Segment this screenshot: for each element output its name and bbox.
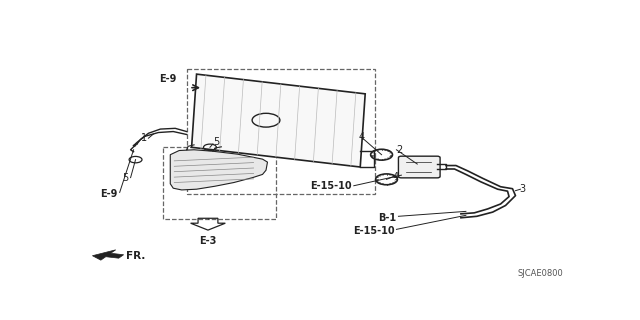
Text: E-9: E-9	[100, 189, 117, 199]
Text: E-15-10: E-15-10	[310, 181, 352, 191]
Text: SJCAE0800: SJCAE0800	[518, 269, 564, 278]
Polygon shape	[170, 150, 268, 190]
Text: B-1: B-1	[378, 213, 396, 223]
Text: E-15-10: E-15-10	[353, 226, 395, 236]
Text: 5: 5	[122, 172, 129, 183]
Text: 1: 1	[141, 133, 147, 143]
Polygon shape	[92, 250, 124, 260]
Text: 3: 3	[519, 184, 525, 194]
Text: E-3: E-3	[199, 236, 217, 246]
Text: FR.: FR.	[125, 251, 145, 261]
Text: 4: 4	[359, 132, 365, 142]
Text: 5: 5	[213, 137, 219, 148]
FancyBboxPatch shape	[399, 156, 440, 178]
Text: 2: 2	[396, 145, 403, 155]
Text: E-9: E-9	[159, 74, 177, 84]
Polygon shape	[191, 74, 365, 167]
Text: 4: 4	[392, 172, 399, 182]
